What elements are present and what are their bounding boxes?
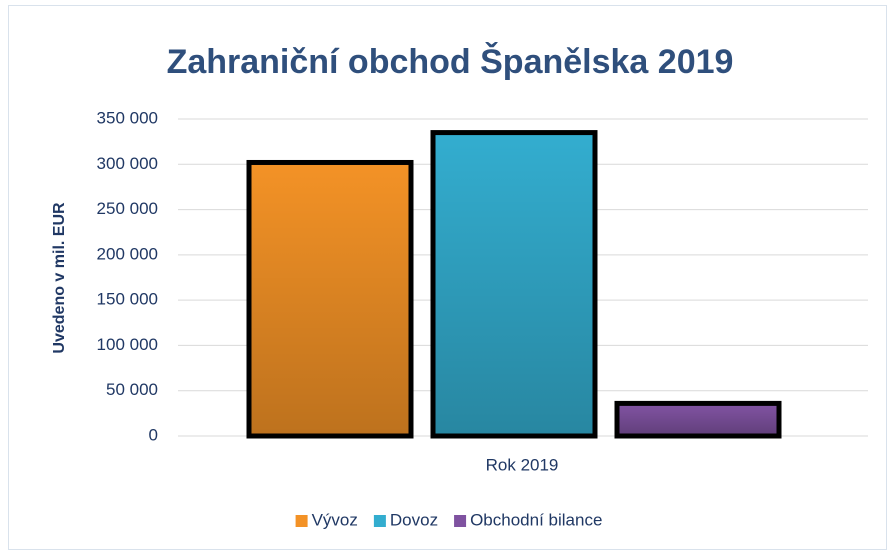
y-tick-label: 200 000 [97, 244, 158, 263]
legend-label: Obchodní bilance [470, 510, 602, 529]
y-tick-label: 150 000 [97, 290, 158, 309]
bar-shade [619, 405, 777, 434]
x-tick-label: Rok 2019 [486, 455, 559, 474]
y-tick-label: 100 000 [97, 335, 158, 354]
bar-shade [251, 164, 409, 434]
y-tick-label: 300 000 [97, 154, 158, 173]
legend-swatch [373, 515, 386, 527]
bar-shade [435, 135, 593, 434]
y-axis-label: Uvedeno v mil. EUR [51, 202, 68, 354]
y-tick-label: 250 000 [97, 199, 158, 218]
y-tick-label: 0 [149, 425, 158, 444]
legend-label: Dovoz [390, 510, 438, 529]
chart-title: Zahraniční obchod Španělska 2019 [167, 42, 734, 81]
y-tick-label: 350 000 [97, 108, 158, 127]
legend-swatch [454, 515, 467, 527]
legend-swatch [295, 515, 308, 527]
legend-label: Vývoz [312, 510, 358, 529]
y-tick-label: 50 000 [106, 380, 158, 399]
